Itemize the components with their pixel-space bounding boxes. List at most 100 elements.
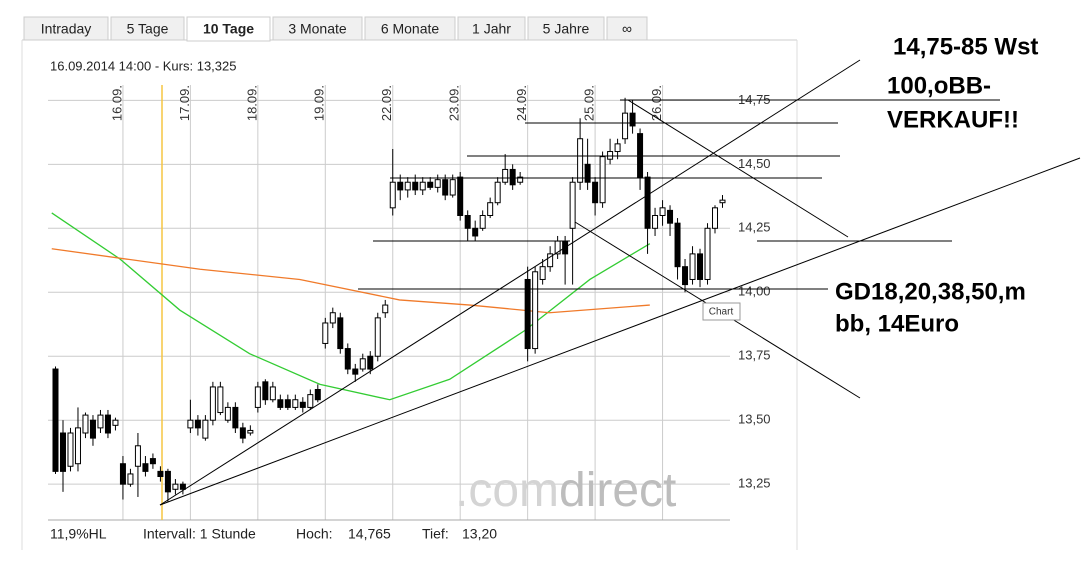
- y-tick-label: 14,25: [738, 220, 771, 235]
- candle-body: [232, 406, 239, 429]
- tab[interactable]: [23, 16, 109, 41]
- watermark: .comdirect: [455, 464, 676, 517]
- candle-body: [254, 386, 261, 408]
- x-tick-label: 17.09.: [177, 85, 192, 121]
- candle-body: [142, 463, 149, 472]
- candle-body: [412, 181, 419, 191]
- candle-body: [547, 253, 554, 268]
- candle-body: [539, 266, 546, 280]
- candle-body: [427, 181, 434, 188]
- candle-body: [67, 432, 74, 467]
- candle-body: [134, 445, 141, 467]
- candle-body: [532, 271, 539, 350]
- candle-body: [97, 414, 104, 429]
- candle-body: [577, 138, 584, 183]
- tab[interactable]: [186, 16, 271, 42]
- candle-body: [682, 266, 689, 286]
- tab-label[interactable]: 10 Tage: [203, 21, 254, 37]
- candle-body: [697, 253, 704, 280]
- candle-body: [599, 156, 606, 204]
- candle-body: [457, 176, 464, 216]
- tab[interactable]: [457, 16, 526, 41]
- candle-body: [487, 202, 494, 217]
- y-tick-label: 13,50: [738, 412, 771, 427]
- tab-label[interactable]: 5 Tage: [127, 21, 169, 37]
- candle-body: [119, 463, 126, 485]
- candle-body: [314, 389, 321, 401]
- candle-body: [74, 427, 81, 465]
- x-tick-label: 16.09.: [109, 85, 124, 121]
- annotation: 100,oBB-: [887, 72, 991, 99]
- candle-body: [239, 427, 246, 439]
- tab[interactable]: [364, 16, 456, 41]
- candle-body: [464, 215, 471, 229]
- x-tick-label: 22.09.: [379, 85, 394, 121]
- candle-body: [607, 151, 614, 160]
- candle-body: [194, 419, 201, 429]
- candle-body: [149, 458, 156, 465]
- x-tick-label: 23.09.: [447, 85, 462, 121]
- tab-label[interactable]: Intraday: [41, 21, 92, 37]
- candle-body: [247, 429, 254, 434]
- tab-label[interactable]: 5 Jahre: [543, 21, 590, 37]
- header-info: 16.09.2014 14:00 - Kurs: 13,325: [50, 58, 236, 73]
- candle-body: [307, 394, 314, 408]
- candle-body: [502, 168, 509, 183]
- footer-high-label: Hoch:: [296, 526, 333, 542]
- tooltip: Chart: [709, 307, 734, 318]
- tab-label[interactable]: 6 Monate: [381, 21, 440, 37]
- candle-body: [89, 419, 96, 439]
- candle-body: [52, 368, 59, 472]
- candle-body: [179, 483, 186, 490]
- candle-body: [614, 143, 621, 153]
- candle-body: [449, 179, 456, 196]
- candle-body: [667, 209, 674, 224]
- plot-area: [48, 85, 730, 520]
- x-tick-label: 24.09.: [514, 85, 529, 121]
- average-line: [51, 212, 651, 401]
- candle-body: [524, 278, 531, 350]
- candle-body: [397, 181, 404, 191]
- candle-body: [674, 222, 681, 268]
- candle-body: [517, 176, 524, 183]
- candle-body: [329, 312, 336, 324]
- tab-label[interactable]: 1 Jahr: [472, 21, 511, 37]
- y-tick-label: 14,00: [738, 284, 771, 299]
- tab-label[interactable]: 3 Monate: [288, 21, 347, 37]
- x-tick-label: 26.09.: [649, 85, 664, 121]
- candle-body: [584, 163, 591, 183]
- candle-body: [719, 199, 726, 204]
- candle-body: [704, 227, 711, 280]
- candle-body: [382, 304, 389, 314]
- candle-body: [104, 414, 111, 434]
- candle-body: [277, 399, 284, 408]
- tab-bar: Intraday 5 Tage 10 Tage 3 Monate 6 Monate 1 J…: [23, 16, 648, 42]
- candle-body: [689, 253, 696, 280]
- candle-body: [352, 368, 359, 375]
- candle-body: [299, 401, 306, 408]
- candle-body: [127, 473, 134, 485]
- tab[interactable]: [606, 16, 648, 41]
- candle-body: [389, 181, 396, 209]
- candle-body: [637, 133, 644, 178]
- tab[interactable]: [272, 16, 363, 41]
- tab-label[interactable]: ∞: [622, 21, 632, 37]
- candle-body: [284, 399, 291, 408]
- annotation: 14,75-85 Wst: [893, 33, 1038, 60]
- annotation: GD18,20,38,50,m: [835, 278, 1026, 305]
- candle-body: [367, 355, 374, 370]
- y-tick-label: 14,75: [738, 92, 771, 107]
- candle-body: [712, 207, 719, 229]
- candle-body: [442, 179, 449, 196]
- tab[interactable]: [110, 16, 185, 41]
- y-tick-label: 13,75: [738, 348, 771, 363]
- candle-body: [419, 181, 426, 191]
- footer-low-label: Tief:: [422, 526, 449, 542]
- tab[interactable]: [527, 16, 605, 41]
- x-tick-label: 18.09.: [244, 85, 259, 121]
- watermark-a: .com: [455, 464, 559, 517]
- candle-body: [569, 181, 576, 229]
- annotation: bb, 14Euro: [835, 310, 959, 337]
- candle-body: [337, 317, 344, 350]
